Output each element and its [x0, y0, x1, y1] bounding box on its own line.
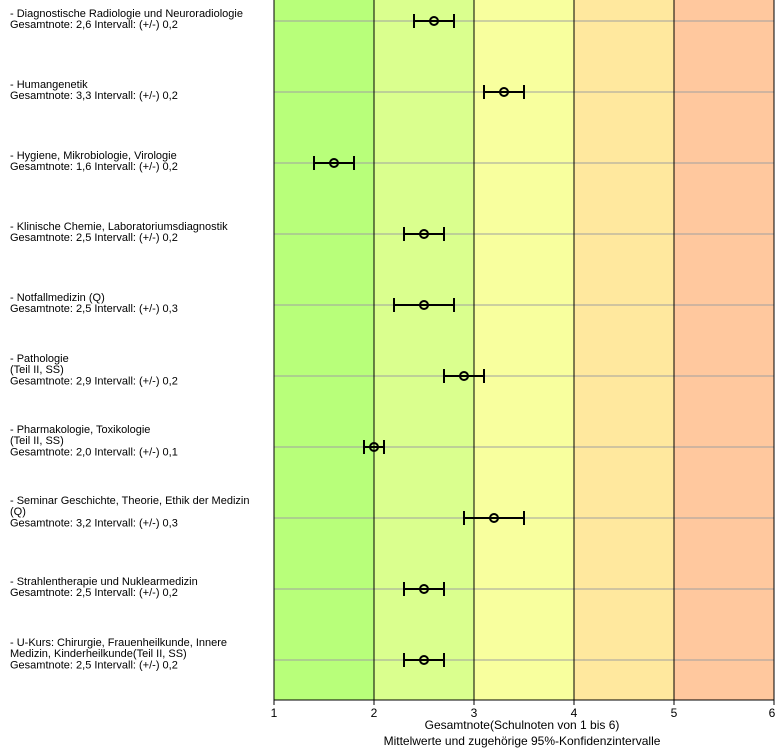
error-bar	[403, 653, 445, 667]
mean-point	[419, 300, 429, 310]
x-axis-subtitle: Mittelwerte und zugehörige 95%-Konfidenz…	[384, 734, 661, 748]
error-bar	[403, 227, 445, 241]
error-bar	[393, 298, 455, 312]
x-tick-label: 4	[571, 706, 578, 720]
mean-point	[369, 442, 379, 452]
x-tick-label: 1	[271, 706, 278, 720]
category-label-line: - Notfallmedizin (Q)	[10, 292, 105, 304]
category-label-line: Gesamtnote: 1,6 Intervall: (+/-) 0,2	[10, 161, 178, 173]
category-label-line: Gesamtnote: 2,5 Intervall: (+/-) 0,2	[10, 587, 178, 599]
error-bar	[443, 369, 485, 383]
grade-band-1	[274, 0, 374, 700]
error-bar	[403, 582, 445, 596]
category-label-line: - Diagnostische Radiologie und Neuroradi…	[10, 8, 243, 20]
x-tick-label: 2	[371, 706, 378, 720]
category-label-line: Gesamtnote: 2,6 Intervall: (+/-) 0,2	[10, 19, 178, 31]
grade-band-4	[574, 0, 674, 700]
mean-point	[329, 158, 339, 168]
category-label-line: - Strahlentherapie und Nuklearmedizin	[10, 576, 198, 588]
error-bar	[483, 85, 525, 99]
category-label-line: Gesamtnote: 2,0 Intervall: (+/-) 0,1	[10, 446, 178, 458]
horizontal-gridlines	[274, 20, 774, 661]
category-label-line: - Humangenetik	[10, 79, 88, 91]
x-axis-title: Gesamtnote(Schulnoten von 1 bis 6)	[425, 718, 620, 732]
mean-point	[489, 513, 499, 523]
category-label-line: Gesamtnote: 3,3 Intervall: (+/-) 0,2	[10, 90, 178, 102]
category-label-line: Medizin, Kinderheilkunde(Teil II, SS)	[10, 648, 187, 660]
mean-point	[429, 16, 439, 26]
mean-point	[419, 655, 429, 665]
grade-band-5	[674, 0, 774, 700]
error-bar	[463, 511, 525, 525]
grade-band-2	[374, 0, 474, 700]
error-bars	[313, 14, 525, 667]
x-tick-label: 3	[471, 706, 478, 720]
category-label-line: (Teil II, SS)	[10, 435, 64, 447]
category-label-line: - Hygiene, Mikrobiologie, Virologie	[10, 150, 177, 162]
category-label-line: - U-Kurs: Chirurgie, Frauenheilkunde, In…	[10, 637, 227, 649]
x-tick-label: 5	[671, 706, 678, 720]
category-label-line: (Teil II, SS)	[10, 364, 64, 376]
mean-point	[459, 371, 469, 381]
category-label-line: - Pathologie	[10, 353, 69, 365]
category-label-line: Gesamtnote: 2,5 Intervall: (+/-) 0,2	[10, 232, 178, 244]
grade-band-3	[474, 0, 574, 700]
category-label-line: (Q)	[10, 506, 26, 518]
category-labels: - Diagnostische Radiologie und Neuroradi…	[10, 8, 249, 671]
category-label-line: Gesamtnote: 2,5 Intervall: (+/-) 0,3	[10, 303, 178, 315]
mean-point	[419, 584, 429, 594]
error-bar	[363, 440, 385, 454]
category-label-line: - Seminar Geschichte, Theorie, Ethik der…	[10, 495, 249, 507]
category-label-line: Gesamtnote: 2,5 Intervall: (+/-) 0,2	[10, 659, 178, 671]
error-bar	[413, 14, 455, 28]
category-label-line: Gesamtnote: 3,2 Intervall: (+/-) 0,3	[10, 517, 178, 529]
mean-point	[419, 229, 429, 239]
category-label-line: - Klinische Chemie, Laboratoriumsdiagnos…	[10, 221, 228, 233]
x-axis: 1 2 3 4 5 6	[271, 0, 776, 720]
x-tick-label: 6	[769, 706, 776, 720]
grade-bands	[274, 0, 774, 700]
error-bar	[313, 156, 355, 170]
category-label-line: Gesamtnote: 2,9 Intervall: (+/-) 0,2	[10, 375, 178, 387]
mean-point	[499, 87, 509, 97]
category-label-line: - Pharmakologie, Toxikologie	[10, 424, 150, 436]
